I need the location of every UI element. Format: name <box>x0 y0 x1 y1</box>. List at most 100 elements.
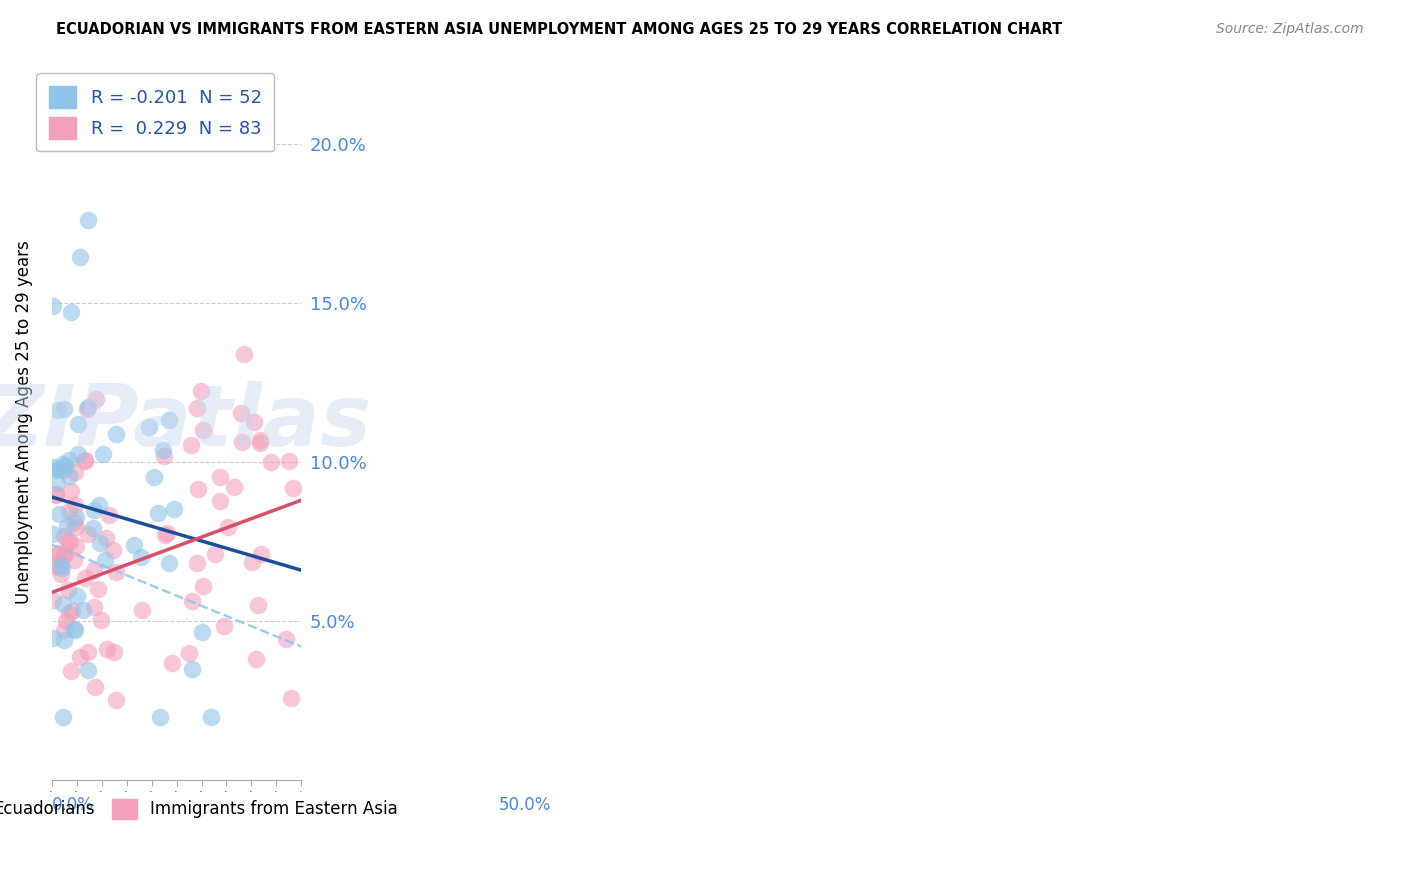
Point <box>60 484 83 499</box>
Point <box>76 400 98 414</box>
Point <box>41 631 63 645</box>
Point <box>152 442 174 457</box>
Y-axis label: Unemployment Among Ages 25 to 29 years: Unemployment Among Ages 25 to 29 years <box>15 240 32 604</box>
Point <box>69 650 91 665</box>
Point <box>217 520 239 534</box>
Point <box>89 536 111 550</box>
Point <box>200 709 222 723</box>
Point <box>51 558 73 573</box>
Point <box>48 560 70 574</box>
Point <box>46 546 69 560</box>
Text: ZIPatlas: ZIPatlas <box>0 381 371 464</box>
Point <box>131 603 153 617</box>
Point <box>231 406 253 420</box>
Point <box>274 632 297 646</box>
Point <box>45 487 67 501</box>
Point <box>281 481 304 495</box>
Point <box>247 598 270 612</box>
Point <box>122 537 145 551</box>
Point <box>65 519 87 533</box>
Point <box>73 572 96 586</box>
Point <box>278 454 301 468</box>
Point <box>149 709 172 723</box>
Point <box>163 501 186 516</box>
Point <box>129 549 152 564</box>
Point <box>53 623 76 637</box>
Point <box>143 470 166 484</box>
Point <box>46 476 69 491</box>
Point <box>52 457 75 471</box>
Point <box>105 692 128 706</box>
Point <box>156 526 179 541</box>
Point <box>46 462 69 476</box>
Point <box>45 463 67 477</box>
Point <box>42 460 65 475</box>
Point <box>240 555 263 569</box>
Point <box>53 402 76 417</box>
Point <box>76 213 98 227</box>
Point <box>77 526 100 541</box>
Point <box>76 401 98 416</box>
Point <box>231 434 253 449</box>
Point <box>67 447 90 461</box>
Point <box>98 508 121 522</box>
Point <box>101 542 124 557</box>
Point <box>148 507 170 521</box>
Point <box>105 426 128 441</box>
Text: 0.0%: 0.0% <box>52 796 94 814</box>
Point <box>105 565 128 579</box>
Point <box>52 709 75 723</box>
Point <box>42 527 65 541</box>
Text: Source: ZipAtlas.com: Source: ZipAtlas.com <box>1216 22 1364 37</box>
Point <box>56 519 79 533</box>
Point <box>83 680 105 694</box>
Text: ECUADORIAN VS IMMIGRANTS FROM EASTERN ASIA UNEMPLOYMENT AMONG AGES 25 TO 29 YEAR: ECUADORIAN VS IMMIGRANTS FROM EASTERN AS… <box>56 22 1063 37</box>
Point <box>58 534 80 549</box>
Point <box>87 498 110 512</box>
Point <box>152 449 174 463</box>
Point <box>41 593 63 607</box>
Point <box>191 423 214 437</box>
Point <box>186 556 208 570</box>
Point <box>58 504 80 518</box>
Point <box>91 447 114 461</box>
Point <box>157 557 180 571</box>
Point <box>53 547 76 561</box>
Point <box>96 642 118 657</box>
Point <box>52 598 75 612</box>
Point <box>53 548 76 562</box>
Point <box>186 401 208 416</box>
Point <box>73 453 96 467</box>
Point <box>157 413 180 427</box>
Point <box>187 482 209 496</box>
Point <box>58 534 80 549</box>
Point <box>82 521 104 535</box>
Point <box>75 454 97 468</box>
Point <box>49 566 72 581</box>
Point <box>46 402 69 417</box>
Point <box>48 507 70 521</box>
Point <box>44 559 66 574</box>
Point <box>84 392 107 406</box>
Point <box>94 531 117 545</box>
Point <box>58 453 80 467</box>
Point <box>45 488 67 502</box>
Point <box>243 415 266 429</box>
Point <box>94 552 117 566</box>
Point <box>209 493 232 508</box>
Point <box>280 690 302 705</box>
Point <box>249 433 271 447</box>
Point <box>58 607 80 621</box>
Point <box>180 438 202 452</box>
Point <box>214 619 236 633</box>
Point <box>190 624 212 639</box>
Point <box>51 561 73 575</box>
Point <box>65 465 87 479</box>
Point <box>180 662 202 676</box>
Point <box>65 539 87 553</box>
Point <box>245 652 267 666</box>
Point <box>77 663 100 677</box>
Point <box>56 583 79 598</box>
Point <box>103 645 125 659</box>
Legend: Ecuadorians, Immigrants from Eastern Asia: Ecuadorians, Immigrants from Eastern Asi… <box>0 792 405 826</box>
